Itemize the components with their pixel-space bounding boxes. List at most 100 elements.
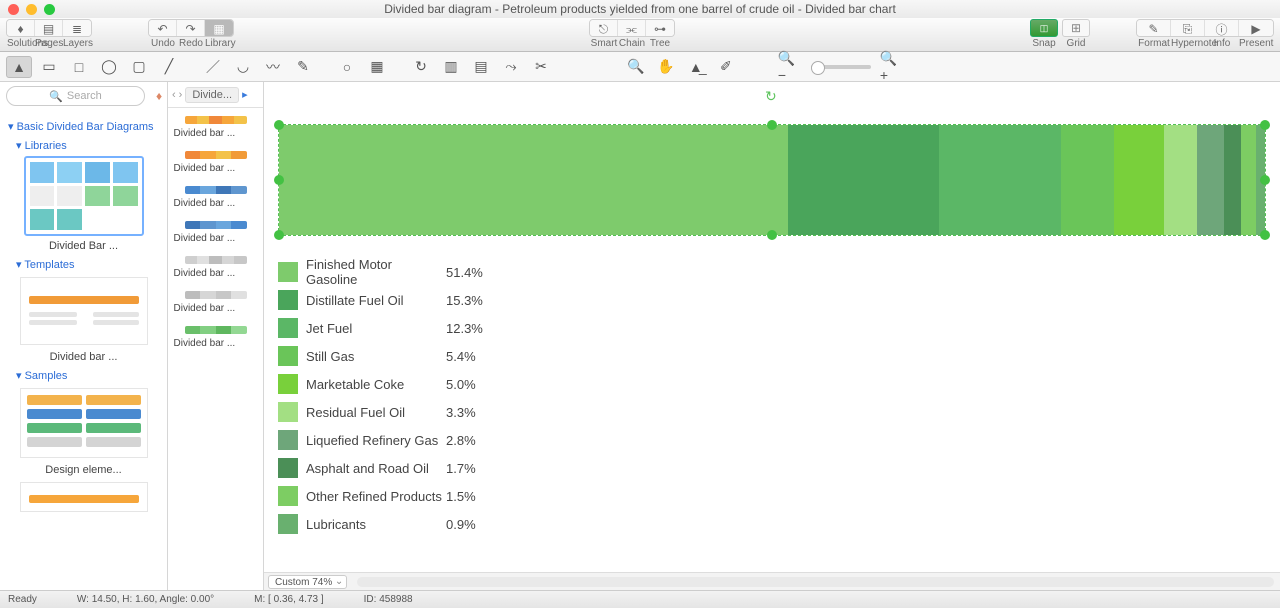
zoom-select[interactable]: Custom 74%: [268, 575, 347, 589]
redo-button[interactable]: ↷: [177, 20, 205, 37]
rotate-handle-icon[interactable]: ↻: [765, 88, 779, 102]
stamp-tool[interactable]: ▲̲: [683, 56, 709, 78]
tree-connector-button[interactable]: ⊶: [646, 20, 674, 37]
brush-tool[interactable]: ✎: [290, 56, 316, 78]
legend-value: 1.5%: [446, 489, 476, 504]
zoom-out-button[interactable]: 🔍−: [777, 56, 803, 78]
legend-swatch: [278, 402, 298, 422]
zoom-slider[interactable]: [811, 65, 871, 69]
library-button[interactable]: ▦: [205, 20, 233, 37]
divided-bar-chart[interactable]: [279, 125, 1265, 235]
distr-tool[interactable]: ▤: [468, 56, 494, 78]
handle-tm[interactable]: [767, 120, 777, 130]
legend-row: Jet Fuel12.3%: [278, 314, 1266, 342]
nav-solutions-button[interactable]: ♦: [7, 20, 35, 37]
extra-thumb[interactable]: [20, 482, 148, 512]
zoom-tool[interactable]: 🔍: [623, 56, 649, 78]
rotate-tool[interactable]: ↻: [408, 56, 434, 78]
legend-row: Still Gas5.4%: [278, 342, 1266, 370]
handle-tr[interactable]: [1260, 120, 1270, 130]
ellipse-tool[interactable]: ◯: [96, 56, 122, 78]
stencil-item[interactable]: Divided bar ...: [174, 291, 258, 322]
connect-tool[interactable]: ⤳: [498, 56, 524, 78]
search-input[interactable]: 🔍Search: [6, 86, 145, 106]
format-button[interactable]: ✎: [1137, 20, 1171, 37]
handle-ml[interactable]: [274, 175, 284, 185]
template-thumb[interactable]: [20, 277, 148, 345]
legend-label: Distillate Fuel Oil: [306, 293, 446, 308]
lib-caption-templates: Divided bar ...: [8, 351, 159, 363]
stencil-item[interactable]: Divided bar ...: [174, 116, 258, 147]
legend-value: 0.9%: [446, 517, 476, 532]
nav-pages-button[interactable]: ▤: [35, 20, 63, 37]
bar-segment[interactable]: [1197, 125, 1225, 235]
rrect-tool[interactable]: ▢: [126, 56, 152, 78]
lib-section-samples[interactable]: Samples: [16, 369, 159, 382]
handle-bm[interactable]: [767, 230, 777, 240]
line2-tool[interactable]: ／: [200, 56, 226, 78]
canvas-bottom-bar: Custom 74%: [264, 572, 1280, 590]
curve-tool[interactable]: 〰: [260, 56, 286, 78]
arc-tool[interactable]: ◡: [230, 56, 256, 78]
h-scrollbar[interactable]: [357, 577, 1274, 587]
lib-section-templates[interactable]: Templates: [16, 258, 159, 271]
snap-button[interactable]: ◫: [1030, 19, 1058, 37]
bar-segment[interactable]: [1241, 125, 1256, 235]
legend-row: Marketable Coke5.0%: [278, 370, 1266, 398]
stencil-item[interactable]: Divided bar ...: [174, 151, 258, 182]
lib-thumb-main[interactable]: [24, 156, 144, 236]
nav-layers-button[interactable]: ≣: [63, 20, 91, 37]
status-dims: W: 14.50, H: 1.60, Angle: 0.00°: [77, 594, 214, 605]
smart-connector-button[interactable]: ⎋: [590, 20, 618, 37]
legend-row: Lubricants0.9%: [278, 510, 1266, 538]
breadcrumb: ‹ › Divide... ▸: [168, 82, 263, 108]
bar-segment[interactable]: [1224, 125, 1241, 235]
crumb-fwd-icon[interactable]: ›: [179, 89, 183, 101]
grid-button[interactable]: ⊞: [1062, 19, 1090, 37]
handle-tl[interactable]: [274, 120, 284, 130]
canvas[interactable]: ↻ Finished Motor Gasoline51.4%Distillate…: [264, 82, 1280, 572]
bar-segment[interactable]: [1114, 125, 1163, 235]
legend-swatch: [278, 318, 298, 338]
hand-tool[interactable]: ✋: [653, 56, 679, 78]
rect-tool[interactable]: □: [66, 56, 92, 78]
text-tool[interactable]: ○: [334, 56, 360, 78]
stencil-item[interactable]: Divided bar ...: [174, 221, 258, 252]
stencil-item[interactable]: Divided bar ...: [174, 256, 258, 287]
lib-heading[interactable]: Basic Divided Bar Diagrams: [8, 120, 159, 133]
handle-mr[interactable]: [1260, 175, 1270, 185]
present-button[interactable]: ▶: [1239, 20, 1273, 37]
ungroup-tool[interactable]: ✂: [528, 56, 554, 78]
legend-value: 1.7%: [446, 461, 476, 476]
status-bar: Ready W: 14.50, H: 1.60, Angle: 0.00° M:…: [0, 590, 1280, 608]
selection-frame[interactable]: [278, 124, 1266, 236]
bar-segment[interactable]: [939, 125, 1061, 235]
hypernote-button[interactable]: ⎘: [1171, 20, 1205, 37]
lib-section-libraries[interactable]: Libraries: [16, 139, 159, 152]
legend-label: Other Refined Products: [306, 489, 446, 504]
legend-value: 5.4%: [446, 349, 476, 364]
eyedrop-tool[interactable]: ✐: [713, 56, 739, 78]
chart-legend: Finished Motor Gasoline51.4%Distillate F…: [278, 258, 1266, 538]
bar-segment[interactable]: [279, 125, 788, 235]
marquee-tool[interactable]: ▭: [36, 56, 62, 78]
stencil-item[interactable]: Divided bar ...: [174, 326, 258, 357]
handle-bl[interactable]: [274, 230, 284, 240]
crumb-select[interactable]: Divide...: [185, 87, 239, 103]
info-button[interactable]: ⓘ: [1205, 20, 1239, 37]
handle-br[interactable]: [1260, 230, 1270, 240]
chain-connector-button[interactable]: ⫘: [618, 20, 646, 37]
bar-segment[interactable]: [1061, 125, 1114, 235]
crumb-back-icon[interactable]: ‹: [172, 89, 176, 101]
undo-button[interactable]: ↶: [149, 20, 177, 37]
samples-thumb[interactable]: [20, 388, 148, 458]
pointer-tool[interactable]: ▲: [6, 56, 32, 78]
align-tool[interactable]: ▥: [438, 56, 464, 78]
table-tool[interactable]: ▦: [364, 56, 390, 78]
stencil-item[interactable]: Divided bar ...: [174, 186, 258, 217]
zoom-in-button[interactable]: 🔍+: [879, 56, 905, 78]
library-panel: 🔍Search ♦ Basic Divided Bar Diagrams Lib…: [0, 82, 168, 590]
line-tool[interactable]: ╱: [156, 56, 182, 78]
bar-segment[interactable]: [788, 125, 939, 235]
bar-segment[interactable]: [1164, 125, 1197, 235]
